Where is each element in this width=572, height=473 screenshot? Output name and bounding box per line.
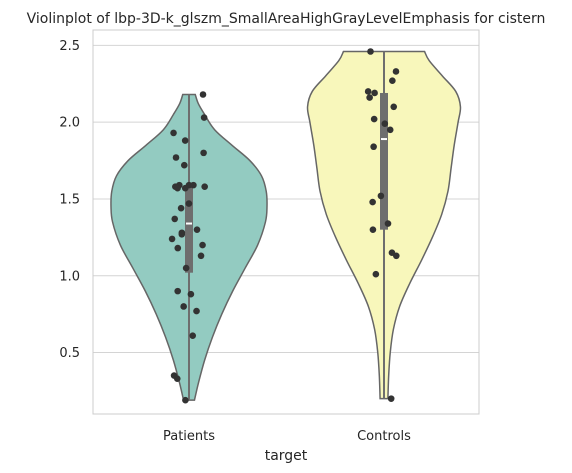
data-point <box>200 149 207 157</box>
data-point <box>178 230 186 238</box>
data-point <box>180 161 188 169</box>
data-point <box>173 375 181 382</box>
data-point <box>381 120 389 127</box>
iqr-box <box>185 186 193 273</box>
data-point <box>366 94 373 101</box>
data-point <box>187 290 195 298</box>
data-point <box>372 270 380 278</box>
data-point <box>185 200 193 207</box>
data-point <box>168 235 176 243</box>
data-point <box>193 226 201 233</box>
data-point <box>369 226 377 233</box>
y-tick-label: 2.0 <box>59 116 80 131</box>
violins <box>110 50 462 401</box>
data-point <box>174 184 181 192</box>
data-point <box>199 241 206 249</box>
data-point <box>201 183 208 190</box>
iqr-box <box>380 92 388 230</box>
x-axis-ticks: Patients Controls <box>163 429 411 444</box>
data-point <box>364 88 372 95</box>
y-tick-label: 1.5 <box>59 192 80 207</box>
data-point <box>171 215 179 223</box>
data-points <box>168 48 400 404</box>
data-point <box>181 137 189 144</box>
data-point <box>369 198 376 206</box>
data-point <box>174 244 182 252</box>
data-point <box>181 184 189 192</box>
data-point <box>387 395 395 402</box>
data-point <box>197 252 205 260</box>
y-axis-ticks: 0.5 1.0 1.5 2.0 2.5 <box>59 39 80 361</box>
data-point <box>190 181 197 189</box>
x-tick-label: Patients <box>163 429 215 444</box>
data-point <box>392 68 400 75</box>
x-axis-label: target <box>265 448 308 464</box>
data-point <box>172 154 180 161</box>
data-point <box>182 264 190 272</box>
chart-title: Violinplot of lbp-3D-k_glszm_SmallAreaHi… <box>27 11 546 27</box>
data-point <box>386 126 394 134</box>
data-point <box>193 307 200 315</box>
y-tick-label: 1.0 <box>59 269 80 284</box>
data-point <box>180 303 187 310</box>
data-point <box>390 103 398 111</box>
y-tick-label: 0.5 <box>59 346 80 361</box>
data-point <box>389 77 396 84</box>
data-point <box>370 143 377 151</box>
box-overlays <box>185 51 388 401</box>
data-point <box>177 204 185 212</box>
plot-frame <box>92 29 480 415</box>
data-point <box>370 115 378 123</box>
data-point <box>371 89 378 97</box>
data-point <box>189 332 197 339</box>
data-point <box>377 192 385 200</box>
y-tick-label: 2.5 <box>59 39 80 54</box>
data-point <box>384 220 392 227</box>
data-point <box>199 91 207 98</box>
data-point <box>367 48 374 55</box>
data-point <box>182 396 189 404</box>
data-point <box>174 287 181 295</box>
x-tick-label: Controls <box>357 429 411 444</box>
data-point <box>200 114 208 121</box>
data-point <box>392 252 400 260</box>
data-point <box>170 129 177 137</box>
